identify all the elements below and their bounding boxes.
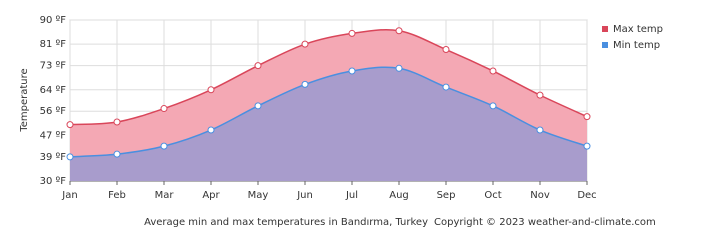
data-point	[254, 102, 262, 110]
data-point	[207, 86, 215, 94]
area-fill	[70, 67, 587, 181]
x-tick-label: Dec	[577, 190, 596, 201]
data-point	[583, 142, 591, 150]
data-point	[160, 105, 168, 113]
data-point	[254, 62, 262, 70]
legend-swatch	[602, 42, 608, 48]
chart: Temperature Average min and max temperat…	[19, 15, 663, 228]
y-tick-label: 64 ºF	[40, 85, 67, 96]
x-tick-label: Oct	[484, 190, 501, 201]
data-point	[489, 67, 497, 75]
data-point	[395, 27, 403, 35]
data-point	[301, 40, 309, 48]
x-tick-label: Jan	[61, 190, 77, 201]
x-tick-label: Mar	[155, 190, 175, 201]
data-point	[160, 142, 168, 150]
y-tick-label: 47 ºF	[40, 130, 67, 141]
data-point	[113, 150, 121, 158]
data-point	[207, 126, 215, 134]
data-point	[489, 102, 497, 110]
x-tick-label: Nov	[530, 190, 550, 201]
legend-label: Min temp	[613, 40, 660, 51]
copyright: Copyright © 2023 weather-and-climate.com	[434, 217, 656, 228]
series-line	[69, 66, 588, 158]
x-tick-label: Feb	[108, 190, 126, 201]
x-tick-label: Apr	[202, 190, 220, 201]
data-point	[301, 80, 309, 88]
data-point	[348, 67, 356, 75]
x-tick-label: Sep	[437, 190, 456, 201]
data-point	[536, 126, 544, 134]
y-tick-label: 73 ºF	[40, 61, 67, 72]
caption: Average min and max temperatures in Band…	[144, 217, 428, 228]
y-tick-label: 56 ºF	[40, 106, 67, 117]
data-point	[395, 64, 403, 72]
data-point	[442, 83, 450, 91]
legend-swatch	[602, 26, 608, 32]
data-point	[442, 46, 450, 54]
data-point	[66, 153, 74, 161]
data-point	[536, 91, 544, 99]
data-point	[113, 118, 121, 126]
y-tick-label: 90 ºF	[40, 15, 67, 26]
series-line	[69, 28, 588, 126]
legend-label: Max temp	[613, 24, 663, 35]
data-point	[348, 29, 356, 37]
y-axis-title: Temperature	[19, 68, 30, 132]
x-tick-label: Aug	[389, 190, 409, 201]
data-point	[66, 121, 74, 129]
y-tick-label: 81 ºF	[40, 39, 67, 50]
x-tick-label: Jul	[345, 190, 358, 201]
x-tick-label: May	[248, 190, 269, 201]
data-point	[583, 113, 591, 121]
y-tick-label: 39 ºF	[40, 152, 67, 163]
y-tick-label: 30 ºF	[40, 176, 67, 187]
x-tick-label: Jun	[296, 190, 313, 201]
